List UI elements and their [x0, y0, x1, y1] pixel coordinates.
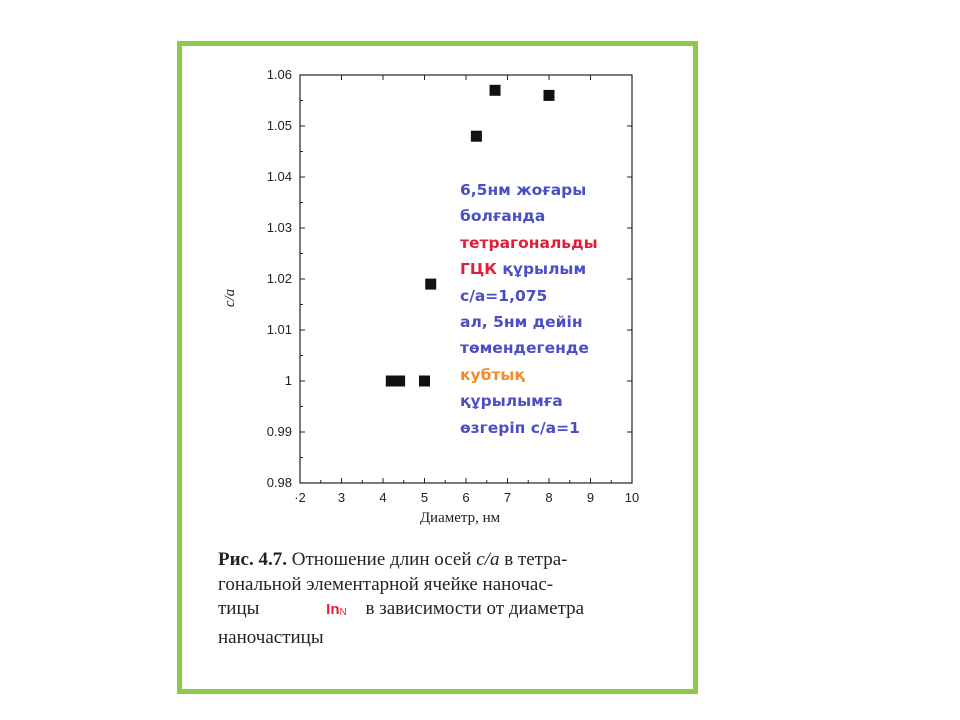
x-tick-label: 4	[379, 490, 386, 505]
note-line-orange: кубтық	[460, 365, 525, 384]
x-tick-label: 9	[587, 490, 594, 505]
y-tick-label: 1.01	[267, 322, 292, 337]
caption-text: Отношение длин осей	[287, 549, 477, 570]
y-tick-label: 1.02	[267, 271, 292, 286]
note-line: төмендегенде	[460, 339, 589, 358]
element-symbol: In	[326, 601, 340, 618]
data-point	[543, 89, 555, 101]
note-line: c/a=1,075	[460, 286, 548, 305]
y-tick-label: 1.06	[267, 67, 292, 82]
caption-text: в зависимости от диаметра	[360, 598, 585, 619]
y-axis-label: c/a	[222, 289, 238, 307]
figure-caption: Рис. 4.7. Отношение длин осей c/a в тетр…	[218, 548, 668, 650]
note-line: болғанда	[460, 207, 546, 226]
data-point	[425, 278, 437, 290]
caption-ratio: c/a	[476, 549, 500, 570]
caption-text: в тетра-	[499, 549, 568, 570]
y-tick-label: 0.99	[267, 424, 292, 439]
caption-label: Рис. 4.7.	[218, 549, 287, 570]
x-axis-ticks: ·2 3 4 5 6 7 8 9 10	[294, 75, 639, 505]
data-point	[385, 375, 397, 387]
caption-line: наночастицы	[218, 626, 324, 648]
y-tick-label: 0.98	[267, 475, 292, 490]
note-structure: құрылым	[496, 260, 587, 279]
note-line: ал, 5нм дейін	[460, 313, 583, 332]
x-tick-label: 6	[462, 490, 469, 505]
x-tick-label: ·2	[294, 490, 306, 505]
element-subscript: N	[339, 607, 347, 618]
y-axis-ticks: 0.98 0.99 1 1.01 1.02 1.03 1.04 1.05 1.06	[267, 67, 632, 490]
y-tick-label: 1.03	[267, 220, 292, 235]
x-tick-label: 5	[421, 490, 428, 505]
data-point	[394, 375, 406, 387]
y-tick-label: 1	[285, 373, 292, 388]
caption-text: тицы	[218, 598, 265, 619]
note-line-red: тетрагональды	[460, 233, 598, 252]
figure-frame: 0.98 0.99 1 1.01 1.02 1.03 1.04 1.05 1.06 ·2 3 4 5 6…	[177, 41, 698, 694]
data-point	[419, 375, 430, 387]
data-point	[489, 84, 501, 96]
scatter-plot: 0.98 0.99 1 1.01 1.02 1.03 1.04 1.05 1.06 ·2 3 4 5 6…	[222, 67, 639, 526]
data-points	[385, 84, 555, 387]
y-tick-label: 1.04	[267, 169, 292, 184]
x-tick-label: 7	[504, 490, 511, 505]
note-line: өзгеріп с/а=1	[460, 418, 580, 437]
data-point	[470, 130, 482, 142]
note-line: ГЦК құрылым	[460, 256, 635, 282]
x-tick-label: 8	[545, 490, 552, 505]
caption-line: Рис. 4.7. Отношение длин осей c/a в тетр…	[218, 548, 668, 573]
x-tick-label: 10	[625, 490, 639, 505]
y-tick-label: 1.05	[267, 118, 292, 133]
caption-line: тицы InN в зависимости от диаметра	[218, 597, 668, 626]
note-line: құрылымға	[460, 392, 563, 411]
x-tick-label: 3	[338, 490, 345, 505]
note-line: 6,5нм жоғары	[460, 181, 587, 199]
caption-line: гональной элементарной ячейке наночас-	[218, 573, 554, 595]
caption-element: InN	[326, 601, 347, 618]
annotation-note: 6,5нм жоғары болғанда тетрагональды ГЦК …	[460, 177, 635, 441]
note-gck: ГЦК	[460, 260, 497, 279]
x-axis-label: Диаметр, нм	[420, 510, 501, 526]
